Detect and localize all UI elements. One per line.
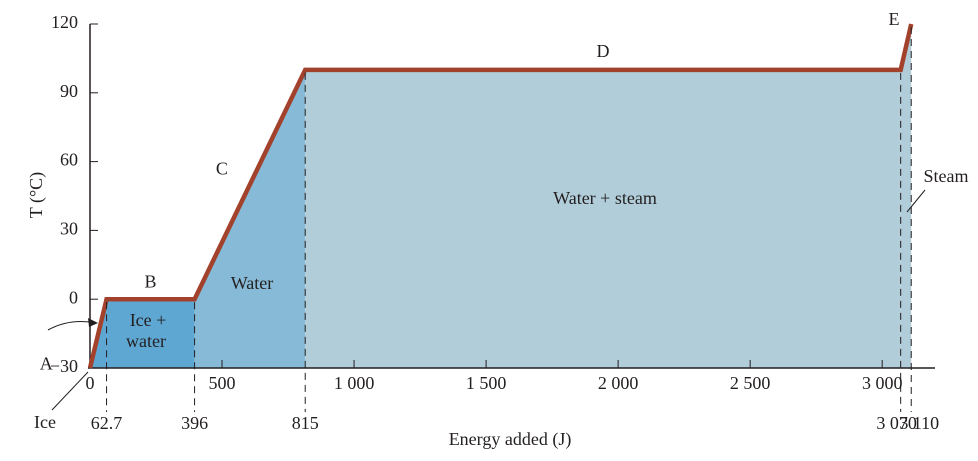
y-tick-label: 90 (60, 81, 78, 101)
region-fill (305, 69, 901, 368)
x-tick-label: 2 500 (730, 373, 771, 393)
y-tick-label: 30 (60, 219, 78, 239)
region-fill (194, 69, 306, 368)
heating-curve (87, 23, 914, 369)
y-axis-label: T (°C) (26, 172, 47, 218)
region-fill (106, 299, 195, 368)
x-tick-label: 1 000 (334, 373, 375, 393)
x-tick-label: 500 (209, 373, 236, 393)
segment-label: C (216, 159, 228, 179)
annotation: Ice (34, 412, 56, 432)
y-tick-label: 60 (60, 150, 78, 170)
x-axis-label: Energy added (J) (449, 429, 572, 450)
segment-label: D (596, 41, 609, 61)
x-tick-label: 2 000 (598, 373, 639, 393)
x-tick-label: 0 (86, 373, 95, 393)
marker-label: 62.7 (91, 413, 123, 433)
x-tick-label: 1 500 (466, 373, 507, 393)
y-tick-label: −30 (50, 356, 78, 376)
region-label: water (126, 331, 166, 351)
annotation: Steam (924, 166, 969, 186)
marker-label: 3 110 (899, 413, 939, 433)
x-tick-label: 3 000 (862, 373, 903, 393)
fill-layer (89, 24, 912, 368)
marker-label: 396 (181, 413, 208, 433)
marker-label: 3 070 (876, 413, 917, 433)
region-label: Water (231, 273, 274, 293)
arrow-head (88, 318, 98, 327)
leader-line (906, 189, 926, 213)
segment-label: A (40, 354, 53, 374)
segment-label: E (888, 9, 899, 29)
region-label: Water + steam (553, 188, 657, 208)
region-label: Ice + (130, 310, 167, 330)
y-tick-label: 0 (69, 287, 78, 307)
region-fill (900, 24, 912, 368)
segment-label: B (145, 271, 157, 291)
y-tick-label: 120 (51, 12, 78, 32)
marker-label: 815 (292, 413, 319, 433)
leader-line (51, 371, 89, 411)
